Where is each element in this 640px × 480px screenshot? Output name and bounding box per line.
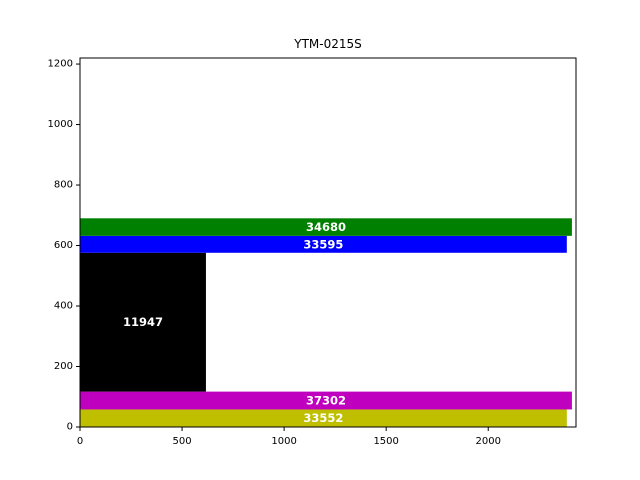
y-axis: 0 200 400 600 800 1000 1200 [48,59,80,433]
bar-label-34680: 34680 [306,220,346,234]
x-tick-label-1500: 1500 [373,436,398,447]
y-tick-label-1200: 1200 [48,59,73,70]
chart-title: YTM-0215S [293,37,362,51]
x-tick-label-0: 0 [77,436,83,447]
bar-33552 [80,409,567,427]
bar-37302 [80,391,572,410]
bar-33595 [80,235,567,253]
x-axis: 0 500 1000 1500 2000 [77,427,501,447]
bar-label-33552: 33552 [303,411,343,425]
bar-11947 [80,252,206,392]
y-tick-label-1000: 1000 [48,119,73,130]
bar-label-33595: 33595 [303,237,343,251]
plot-frame [79,57,577,428]
bar-label-37302: 37302 [306,394,346,408]
x-tick-label-2000: 2000 [476,436,501,447]
y-tick-label-400: 400 [54,301,73,312]
y-tick-label-800: 800 [54,180,73,191]
bars [80,218,572,427]
bar-labels: 33552 37302 11947 33595 34680 [123,220,346,425]
x-tick-label-500: 500 [173,436,192,447]
x-tick-label-1000: 1000 [271,436,296,447]
y-tick-label-200: 200 [54,361,73,372]
bar-label-11947: 11947 [123,315,163,329]
y-tick-label-0: 0 [67,422,73,433]
bar-34680 [80,218,572,236]
y-tick-label-600: 600 [54,240,73,251]
